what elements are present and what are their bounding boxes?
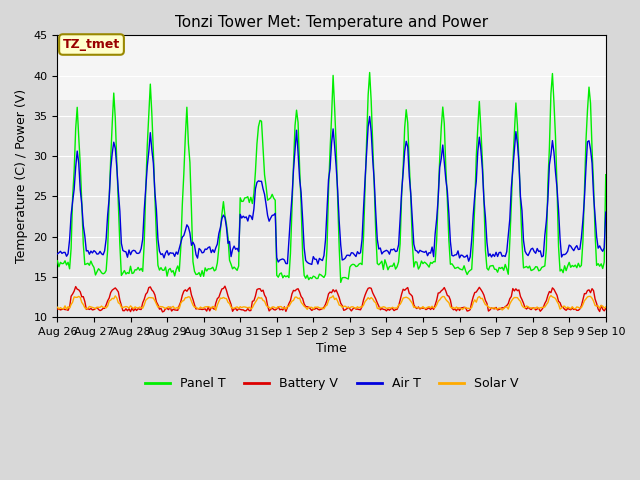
Solar V [386, 305, 394, 311]
Panel T [387, 263, 395, 269]
Solar V [602, 304, 609, 310]
Air T [387, 247, 395, 252]
Panel T [538, 264, 546, 270]
Panel T [602, 172, 609, 178]
Y-axis label: Temperature (C) / Power (V): Temperature (C) / Power (V) [15, 89, 28, 264]
Air T [54, 251, 61, 257]
Battery V [369, 290, 376, 296]
Solar V [68, 299, 76, 305]
Battery V [538, 307, 546, 312]
Line: Solar V: Solar V [58, 296, 605, 310]
Solar V [367, 295, 375, 300]
Legend: Panel T, Battery V, Air T, Solar V: Panel T, Battery V, Air T, Solar V [140, 372, 524, 396]
Panel T [68, 193, 76, 199]
Panel T [156, 267, 163, 273]
Battery V [68, 291, 76, 297]
Air T [308, 262, 316, 267]
Battery V [159, 309, 166, 315]
Line: Battery V: Battery V [58, 286, 605, 312]
Title: Tonzi Tower Met: Temperature and Power: Tonzi Tower Met: Temperature and Power [175, 15, 488, 30]
Panel T [369, 141, 376, 146]
Bar [58, 36, 605, 100]
Panel T [366, 70, 374, 75]
Air T [369, 156, 376, 162]
Line: Air T: Air T [58, 117, 605, 264]
X-axis label: Time: Time [316, 342, 347, 356]
Solar V [54, 304, 61, 310]
Line: Panel T: Panel T [58, 72, 605, 282]
Solar V [547, 293, 555, 299]
Air T [156, 248, 163, 254]
Panel T [399, 164, 407, 170]
Battery V [399, 287, 407, 292]
Air T [68, 199, 76, 204]
Solar V [536, 305, 544, 311]
Panel T [337, 279, 344, 285]
Solar V [156, 303, 163, 309]
Battery V [387, 306, 395, 312]
Text: TZ_tmet: TZ_tmet [63, 38, 120, 51]
Air T [399, 169, 407, 175]
Solar V [398, 299, 406, 304]
Air T [538, 254, 546, 260]
Air T [366, 114, 374, 120]
Battery V [602, 306, 609, 312]
Panel T [54, 258, 61, 264]
Solar V [212, 307, 220, 313]
Air T [602, 209, 609, 215]
Battery V [156, 306, 163, 312]
Battery V [221, 283, 228, 289]
Battery V [54, 306, 61, 312]
